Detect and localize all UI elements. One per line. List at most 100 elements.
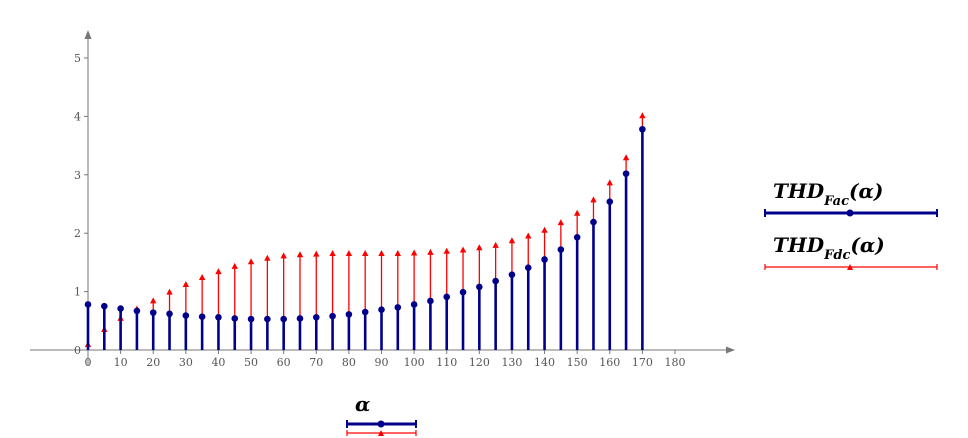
marker-fac	[427, 297, 434, 305]
marker-fdc	[508, 237, 516, 244]
legend-line-fdc	[764, 264, 938, 270]
y-axis-ticks: 0 1 2 3 4 5	[74, 52, 88, 357]
x-axis-label: α	[346, 392, 417, 436]
marker-fdc	[476, 244, 483, 251]
y-tick-label: 0	[74, 344, 81, 357]
x-tick-label: 40	[211, 356, 225, 369]
marker-fac	[133, 307, 141, 315]
marker-fac	[247, 315, 255, 323]
marker-fac	[476, 283, 483, 291]
marker-fdc	[443, 247, 450, 254]
marker-fdc	[247, 258, 255, 265]
legend-label-fac: THDFac(α)	[773, 179, 883, 209]
marker-fdc	[231, 262, 238, 269]
marker-fdc	[459, 246, 467, 253]
marker-fac	[101, 302, 108, 310]
x-tick-label: 60	[277, 356, 291, 369]
marker-fac	[296, 315, 304, 322]
marker-fac	[541, 256, 548, 263]
marker-fac	[345, 311, 353, 318]
marker-fac	[215, 313, 222, 321]
marker-fdc	[150, 297, 157, 304]
marker-fac	[149, 309, 157, 316]
legend-label-fdc: THDFdc(α)	[773, 233, 885, 263]
marker-fdc	[345, 250, 353, 257]
marker-fac	[117, 305, 124, 312]
y-tick-label: 1	[74, 286, 81, 299]
marker-fdc	[427, 248, 434, 255]
marker-fdc	[378, 250, 385, 257]
x-tick-label: 140	[534, 356, 555, 369]
x-axis-label-line-fac	[346, 420, 417, 428]
marker-fac	[443, 293, 451, 301]
marker-fac	[198, 313, 206, 321]
x-tick-label: 170	[632, 356, 653, 369]
marker-fac	[639, 125, 646, 133]
x-tick-label: 70	[309, 356, 323, 369]
marker-fdc	[280, 252, 287, 259]
marker-fac	[606, 198, 614, 205]
x-tick-label: 130	[501, 356, 522, 369]
x-tick-label: 20	[146, 356, 160, 369]
marker-fdc	[573, 209, 581, 216]
x-tick-label: 90	[375, 356, 389, 369]
marker-fac	[361, 308, 369, 316]
marker-fac	[394, 304, 402, 311]
x-tick-label: 120	[469, 356, 490, 369]
marker-fac	[312, 313, 320, 321]
x-tick-label: 110	[436, 356, 457, 369]
marker-fac	[508, 271, 516, 278]
x-tick-label: 180	[665, 356, 686, 369]
marker-fdc	[590, 196, 597, 203]
y-tick-label: 2	[74, 227, 81, 240]
marker-fdc	[198, 274, 206, 280]
marker-fdc	[606, 179, 613, 186]
marker-fac	[590, 218, 597, 226]
marker-fac	[182, 312, 190, 319]
marker-fac	[166, 310, 173, 318]
marker-fdc	[622, 154, 630, 161]
series-fac	[84, 125, 646, 350]
marker-fac	[459, 288, 467, 296]
marker-fac	[524, 264, 532, 271]
marker-fdc	[410, 249, 418, 256]
marker-fac	[231, 315, 239, 322]
marker-fac	[84, 301, 92, 308]
y-tick-label: 5	[74, 52, 81, 65]
x-tick-label: 160	[599, 356, 620, 369]
marker-fdc	[557, 219, 565, 226]
marker-fdc	[361, 250, 369, 257]
marker-fac	[329, 312, 336, 320]
x-tick-label: 80	[342, 356, 356, 369]
legend: THDFac(α) THDFdc(α)	[764, 179, 938, 270]
marker-fdc	[525, 232, 532, 239]
x-tick-label: 100	[404, 356, 425, 369]
marker-fac	[492, 277, 499, 285]
x-axis-arrow	[726, 346, 735, 354]
y-tick-label: 4	[74, 110, 81, 123]
marker-fac	[410, 301, 418, 308]
marker-fdc	[394, 250, 402, 257]
legend-line-fac	[764, 209, 938, 217]
marker-fdc	[182, 281, 190, 288]
marker-fdc	[215, 268, 222, 275]
x-tick-label: 150	[567, 356, 588, 369]
marker-fdc	[296, 251, 304, 258]
y-tick-label: 3	[74, 169, 81, 182]
marker-fac	[280, 315, 287, 323]
marker-fac	[573, 233, 581, 241]
marker-fac	[378, 306, 385, 314]
y-axis-arrow	[84, 30, 92, 39]
marker-fdc	[313, 250, 320, 257]
x-tick-label: 0	[85, 356, 92, 369]
x-tick-label: 30	[179, 356, 193, 369]
marker-fac	[622, 170, 630, 177]
x-tick-label: 10	[114, 356, 128, 369]
marker-fac	[557, 246, 565, 253]
marker-fdc	[166, 288, 173, 295]
x-axis-ticks: 0 10 20 30 40 50 60 70 80 90 100 110 120 130 140 150 160…	[85, 350, 686, 369]
x-axis-label-line-fdc	[346, 430, 417, 436]
x-axis-label-text: α	[355, 392, 370, 416]
marker-fdc	[639, 112, 646, 119]
